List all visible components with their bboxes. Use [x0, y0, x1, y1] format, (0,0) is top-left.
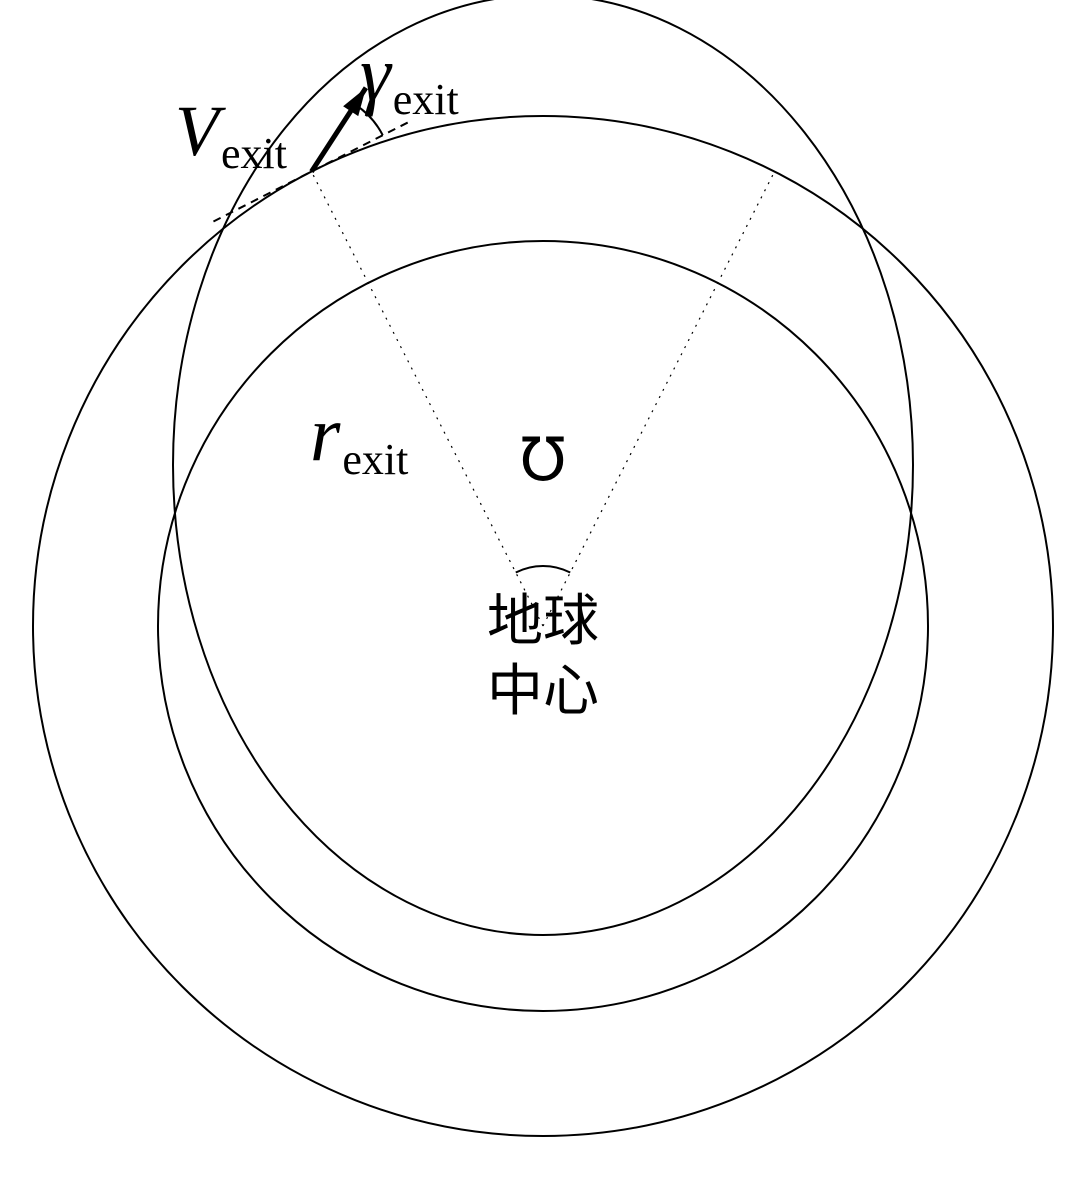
label-v-exit: Vexit	[175, 91, 287, 178]
label-r-exit: rexit	[310, 390, 408, 484]
radius-left	[311, 172, 543, 626]
central-angle-arc	[516, 566, 570, 573]
label-gamma-exit: γexit	[360, 30, 459, 124]
label-earth-line2: 中心	[487, 661, 599, 723]
label-earth-line1: 地球	[487, 591, 599, 653]
label-omega: ℧	[520, 427, 566, 493]
radius-right	[543, 172, 775, 626]
